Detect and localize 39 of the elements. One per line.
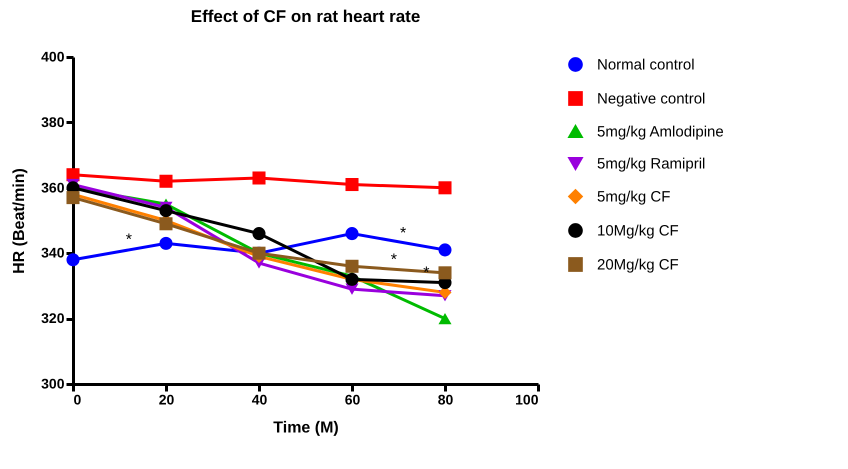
point: [66, 253, 80, 266]
x-tick-label: 100: [515, 392, 539, 408]
x-tick-label: 80: [438, 392, 454, 408]
legend-label: Normal control: [597, 56, 695, 74]
point: [345, 227, 359, 240]
chart-title: Effect of CF on rat heart rate: [190, 7, 420, 26]
point: [345, 178, 359, 192]
legend-label: Negative control: [597, 90, 706, 108]
point: [159, 236, 173, 250]
y-tick-label: 360: [41, 179, 65, 196]
point: [66, 191, 80, 204]
x-tick-label: 60: [344, 392, 360, 408]
point: [438, 243, 452, 256]
point: [159, 217, 173, 230]
annotation: *: [400, 225, 406, 242]
x-tick-label: 20: [158, 392, 174, 408]
legend-label: 10Mg/kg CF: [597, 222, 679, 240]
y-tick-label: 340: [41, 244, 65, 261]
y-tick-label: 400: [41, 48, 65, 64]
annotation: *: [390, 251, 397, 268]
y-axis-title: HR (Beat/min): [11, 168, 28, 274]
point: [438, 266, 452, 280]
legend-label: 5mg/kg Amlodipine: [597, 124, 724, 140]
point: [438, 181, 452, 194]
y-tick-label: 380: [41, 114, 65, 130]
x-axis-title: Time (M): [273, 420, 339, 436]
legend-label: 5mg/kg Ramipril: [597, 156, 706, 172]
point: [252, 171, 266, 185]
y-tick-label: 300: [41, 376, 65, 392]
point: [159, 174, 173, 188]
legend-label: 20Mg/kg CF: [597, 256, 679, 274]
x-tick-label: 40: [252, 392, 268, 408]
annotation: *: [126, 232, 132, 249]
legend-label: 5mg/kg CF: [597, 188, 670, 206]
y-tick-label: 320: [41, 310, 65, 326]
x-tick-label: 0: [74, 392, 82, 408]
point: [345, 260, 359, 273]
point: [252, 227, 266, 240]
point: [159, 204, 173, 218]
